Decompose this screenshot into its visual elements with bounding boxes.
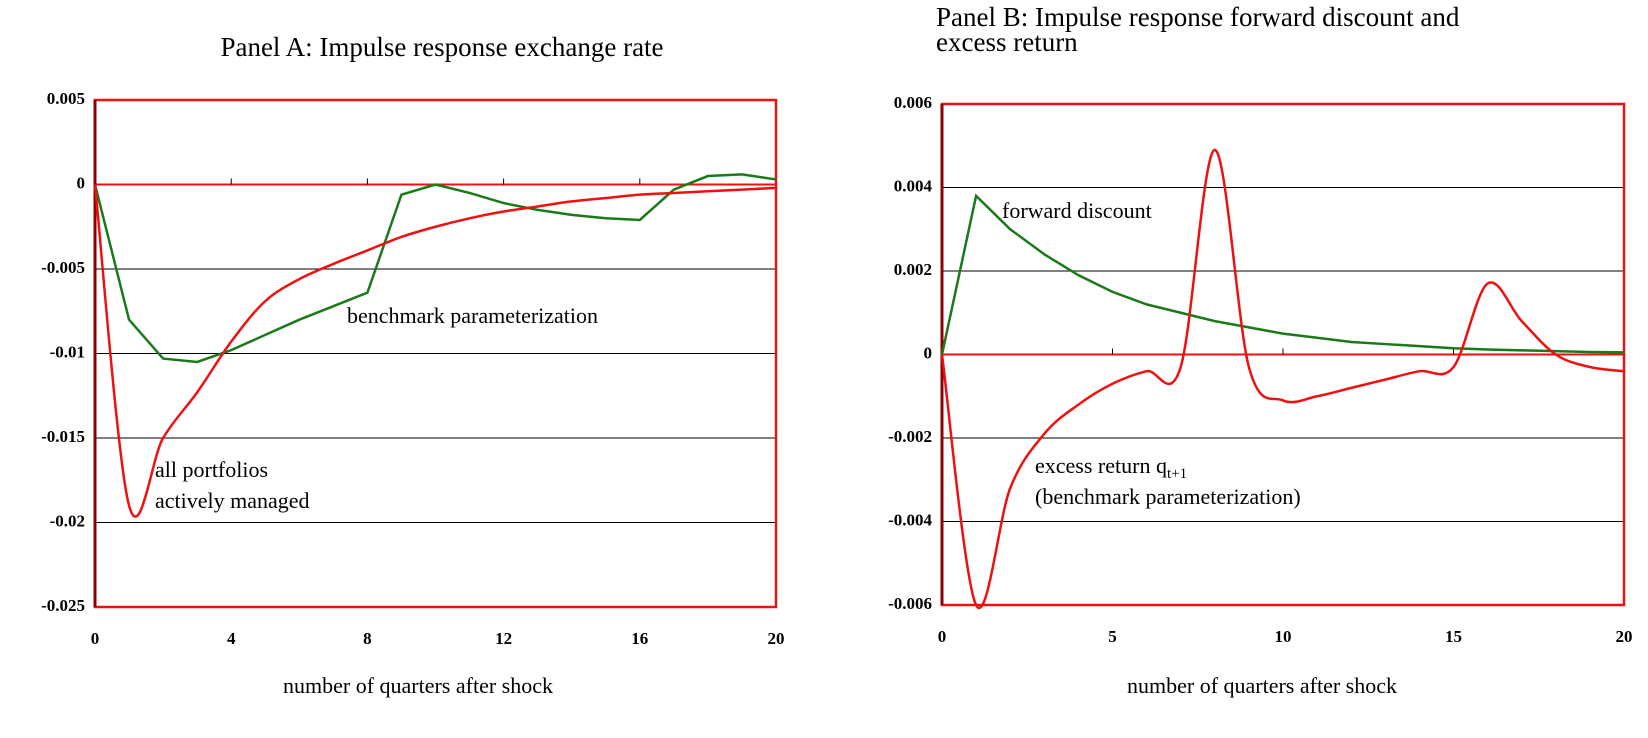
x-tick-label: 10: [1275, 627, 1292, 646]
chart-title: excess return: [936, 27, 1078, 57]
y-tick-label: -0.01: [50, 342, 85, 361]
annotation-subscript: t+1: [1167, 466, 1187, 482]
chart-title: Panel B: Impulse response forward discou…: [936, 2, 1460, 32]
annotation: benchmark parameterization: [347, 303, 598, 328]
x-tick-label: 4: [227, 629, 236, 648]
y-tick-label: 0: [924, 343, 933, 362]
x-tick-label: 12: [495, 629, 512, 648]
x-axis-label: number of quarters after shock: [283, 673, 553, 698]
y-tick-label: -0.002: [888, 427, 932, 446]
annotation-text: forward discount: [1002, 198, 1152, 223]
y-tick-label: -0.015: [41, 427, 85, 446]
y-tick-label: 0.005: [47, 89, 85, 108]
y-tick-label: -0.006: [888, 594, 932, 613]
y-tick-label: -0.02: [50, 511, 85, 530]
annotation-text: actively managed: [155, 488, 310, 513]
annotation-text: benchmark parameterization: [347, 303, 598, 328]
y-tick-label: 0.004: [894, 176, 933, 195]
annotation: all portfolios: [155, 457, 268, 482]
y-tick-label: 0: [77, 173, 86, 192]
annotation: excess return qt+1: [1035, 453, 1187, 482]
annotation-text: all portfolios: [155, 457, 268, 482]
line-series: [93, 173, 777, 364]
y-tick-label: 0.006: [894, 93, 932, 112]
y-tick-label: -0.025: [41, 596, 85, 615]
line-series: [940, 148, 1625, 610]
annotation: actively managed: [155, 488, 310, 513]
chart-title: Panel A: Impulse response exchange rate: [220, 32, 663, 62]
x-tick-label: 8: [363, 629, 372, 648]
y-tick-label: -0.004: [888, 510, 932, 529]
y-tick-label: -0.005: [41, 258, 85, 277]
annotation-text: excess return q: [1035, 453, 1167, 478]
y-tick-label: 0.002: [894, 260, 932, 279]
annotation: forward discount: [1002, 198, 1152, 223]
x-axis-label: number of quarters after shock: [1127, 673, 1397, 698]
x-tick-label: 0: [938, 627, 947, 646]
line-series: [93, 184, 777, 518]
x-tick-label: 16: [631, 629, 648, 648]
line-series: [940, 193, 1625, 355]
annotation-text: (benchmark parameterization): [1035, 484, 1301, 509]
x-tick-label: 5: [1108, 627, 1117, 646]
x-tick-label: 20: [768, 629, 785, 648]
x-tick-label: 20: [1616, 627, 1633, 646]
x-tick-label: 0: [91, 629, 100, 648]
x-tick-label: 15: [1445, 627, 1462, 646]
annotation: (benchmark parameterization): [1035, 484, 1301, 509]
